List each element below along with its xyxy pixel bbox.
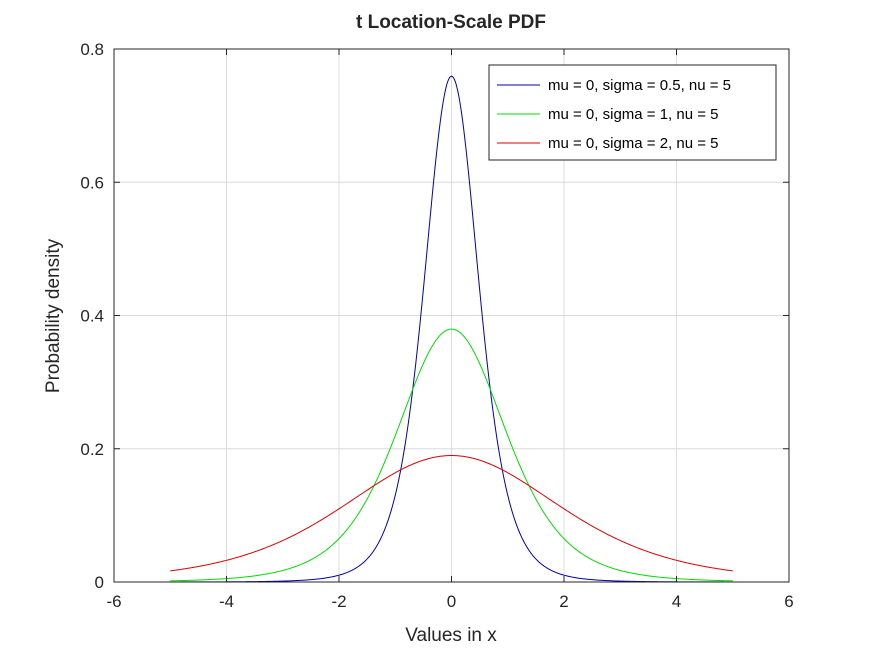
legend-label-2: mu = 0, sigma = 1, nu = 5: [548, 106, 719, 123]
series-line-1: [170, 75, 733, 583]
chart-title: t Location-Scale PDF: [356, 12, 546, 33]
legend-label-1: mu = 0, sigma = 0.5, nu = 5: [548, 77, 731, 94]
x-tick-label: 6: [784, 592, 793, 611]
y-tick-label: 0.6: [80, 173, 104, 192]
series-line-2: [170, 328, 733, 582]
y-tick-label: 0.8: [80, 40, 104, 59]
x-tick-label: -2: [331, 592, 346, 611]
x-axis-label: Values in x: [405, 625, 497, 646]
y-tick-label: 0.4: [80, 307, 104, 326]
x-tick-label: -4: [219, 592, 234, 611]
x-tick-label: -6: [106, 592, 121, 611]
tick-labels: -6 -4 -2 0 2 4 6 0 0.2 0.4 0.6 0.8: [80, 40, 793, 611]
legend: mu = 0, sigma = 0.5, nu = 5 mu = 0, sigma…: [488, 64, 777, 161]
y-tick-label: 0: [95, 573, 104, 592]
legend-box: [488, 64, 777, 161]
series-group: [170, 75, 733, 583]
legend-label-3: mu = 0, sigma = 2, nu = 5: [548, 135, 719, 152]
x-tick-label: 0: [447, 592, 456, 611]
y-tick-label: 0.2: [80, 440, 104, 459]
y-axis-label: Probability density: [43, 238, 64, 393]
series-line-3: [170, 455, 733, 572]
x-tick-label: 4: [672, 592, 681, 611]
tick-marks: [113, 48, 790, 583]
x-tick-label: 2: [559, 592, 568, 611]
